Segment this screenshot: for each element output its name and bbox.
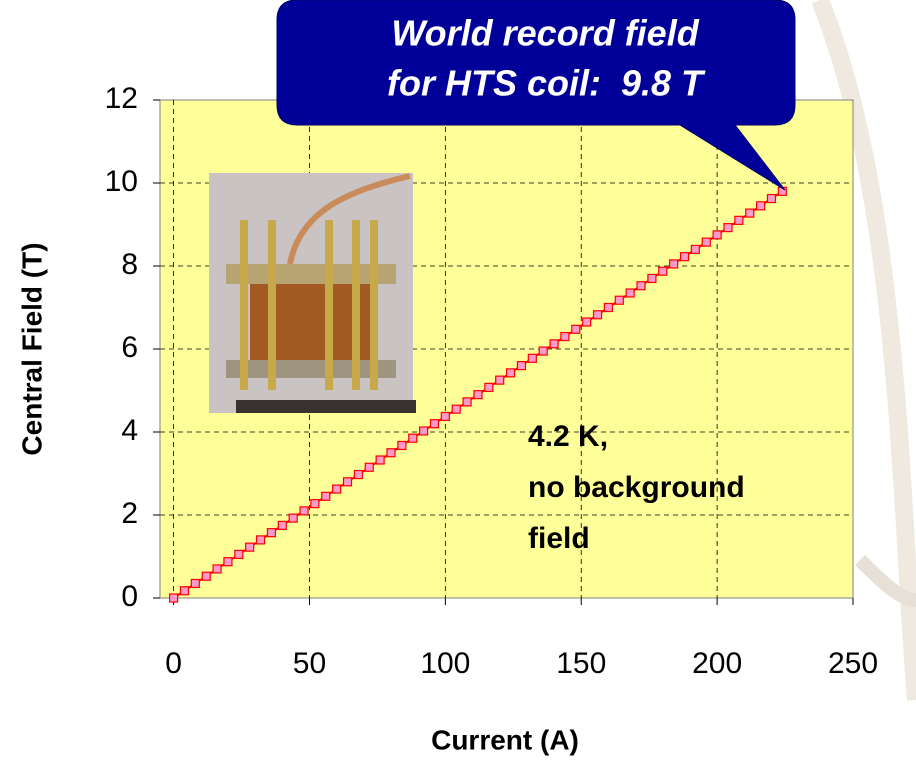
- coil-photo: [209, 173, 416, 413]
- coil-rod: [352, 220, 360, 390]
- data-point: [495, 375, 505, 385]
- data-point: [679, 252, 690, 262]
- data-point: [310, 498, 320, 509]
- decoration: [811, 0, 916, 701]
- annotation: no background: [528, 471, 745, 504]
- data-point: [592, 310, 603, 320]
- decoration: [855, 555, 916, 607]
- x-tick-label: 100: [420, 647, 470, 680]
- data-point: [745, 208, 755, 218]
- data-point: [179, 586, 190, 596]
- y-tick-label: 2: [121, 497, 138, 530]
- data-point: [571, 324, 581, 334]
- data-point: [462, 397, 472, 407]
- data-point: [321, 491, 331, 501]
- data-point: [266, 528, 277, 538]
- data-point: [429, 419, 440, 429]
- data-point: [549, 339, 559, 349]
- x-tick-label: 250: [828, 647, 878, 680]
- data-point: [375, 455, 385, 465]
- callout-text: World record field: [391, 13, 699, 54]
- x-tick-label: 200: [692, 647, 742, 680]
- data-point: [516, 361, 527, 371]
- data-point: [766, 193, 777, 204]
- x-tick-label: 150: [556, 647, 606, 680]
- coil-rod: [240, 220, 248, 390]
- data-point: [658, 266, 668, 276]
- callout-bubble: [276, 0, 796, 191]
- data-point: [386, 448, 396, 458]
- data-point: [408, 433, 418, 443]
- x-axis-label: Current (A): [431, 724, 579, 755]
- data-point: [625, 288, 635, 298]
- y-tick-label: 4: [121, 414, 138, 447]
- data-point: [560, 331, 570, 342]
- data-point: [484, 382, 494, 392]
- coil-wires: [287, 173, 411, 265]
- y-tick-label: 6: [121, 331, 138, 364]
- data-point: [712, 230, 722, 240]
- data-point: [614, 295, 624, 305]
- coil-rod: [325, 220, 333, 390]
- data-point: [212, 564, 222, 574]
- y-axis-label: Central Field (T): [16, 242, 47, 455]
- data-point: [299, 506, 309, 516]
- x-tick-label: 50: [293, 647, 326, 680]
- data-point: [419, 426, 429, 436]
- data-point: [288, 513, 298, 523]
- data-point: [538, 346, 548, 356]
- data-point: [397, 440, 407, 451]
- data-point: [505, 368, 516, 378]
- annotation: 4.2 K,: [528, 420, 608, 453]
- data-point: [353, 469, 363, 480]
- coil-rod: [370, 220, 378, 390]
- data-point: [277, 520, 287, 530]
- data-point: [201, 571, 211, 581]
- data-point: [755, 201, 766, 211]
- coil-base: [236, 400, 416, 413]
- data-point: [669, 259, 679, 269]
- data-point: [527, 353, 537, 363]
- data-point: [451, 404, 461, 414]
- data-point: [234, 549, 244, 560]
- data-point: [734, 215, 744, 225]
- x-tick-label: 0: [165, 647, 182, 680]
- data-point: [473, 390, 483, 400]
- y-tick-label: 8: [121, 248, 138, 281]
- data-point: [190, 578, 200, 589]
- y-tick-label: 0: [121, 580, 138, 613]
- data-point: [168, 593, 179, 603]
- data-point: [255, 535, 266, 545]
- data-point: [342, 477, 353, 487]
- data-point: [364, 462, 374, 472]
- data-point: [723, 223, 733, 233]
- data-point: [603, 302, 614, 313]
- data-point: [636, 281, 646, 291]
- y-tick-label: 12: [105, 82, 138, 115]
- data-point: [223, 557, 233, 567]
- data-point: [647, 273, 657, 284]
- annotation: field: [528, 522, 590, 555]
- coil-rod: [268, 220, 276, 390]
- data-point: [582, 317, 592, 327]
- data-point: [440, 411, 450, 422]
- data-point: [690, 244, 700, 254]
- data-point: [332, 484, 342, 494]
- data-point: [245, 542, 255, 552]
- data-point: [701, 237, 711, 247]
- callout-text: for HTS coil: 9.8 T: [387, 63, 706, 104]
- y-tick-label: 10: [105, 165, 138, 198]
